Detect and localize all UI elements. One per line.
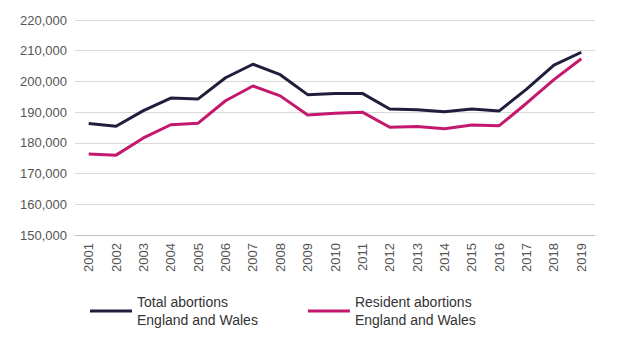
svg-text:England and Wales: England and Wales — [137, 312, 258, 328]
svg-text:Total abortions: Total abortions — [137, 294, 228, 310]
svg-text:2017: 2017 — [519, 243, 534, 272]
svg-text:2006: 2006 — [218, 243, 233, 272]
svg-text:England and Wales: England and Wales — [355, 312, 476, 328]
svg-text:2015: 2015 — [464, 243, 479, 272]
svg-text:2002: 2002 — [109, 243, 124, 272]
svg-text:2011: 2011 — [355, 243, 370, 271]
svg-text:2010: 2010 — [328, 243, 343, 272]
svg-text:2005: 2005 — [191, 243, 206, 272]
svg-text:170,000: 170,000 — [20, 166, 67, 181]
svg-text:2003: 2003 — [136, 243, 151, 272]
svg-text:2007: 2007 — [245, 243, 260, 272]
svg-text:2016: 2016 — [492, 243, 507, 272]
svg-text:150,000: 150,000 — [20, 228, 67, 243]
svg-text:210,000: 210,000 — [20, 43, 67, 58]
svg-text:220,000: 220,000 — [20, 13, 67, 28]
svg-text:2012: 2012 — [382, 243, 397, 272]
svg-text:2013: 2013 — [410, 243, 425, 272]
svg-text:2001: 2001 — [81, 243, 96, 272]
svg-text:2009: 2009 — [300, 243, 315, 272]
svg-text:2014: 2014 — [437, 243, 452, 272]
svg-text:2004: 2004 — [163, 243, 178, 272]
svg-text:200,000: 200,000 — [20, 74, 67, 89]
svg-text:160,000: 160,000 — [20, 197, 67, 212]
svg-text:180,000: 180,000 — [20, 135, 67, 150]
svg-text:2008: 2008 — [273, 243, 288, 272]
svg-text:2019: 2019 — [574, 243, 589, 272]
svg-text:190,000: 190,000 — [20, 105, 67, 120]
svg-text:Resident abortions: Resident abortions — [355, 294, 472, 310]
svg-text:2018: 2018 — [546, 243, 561, 272]
